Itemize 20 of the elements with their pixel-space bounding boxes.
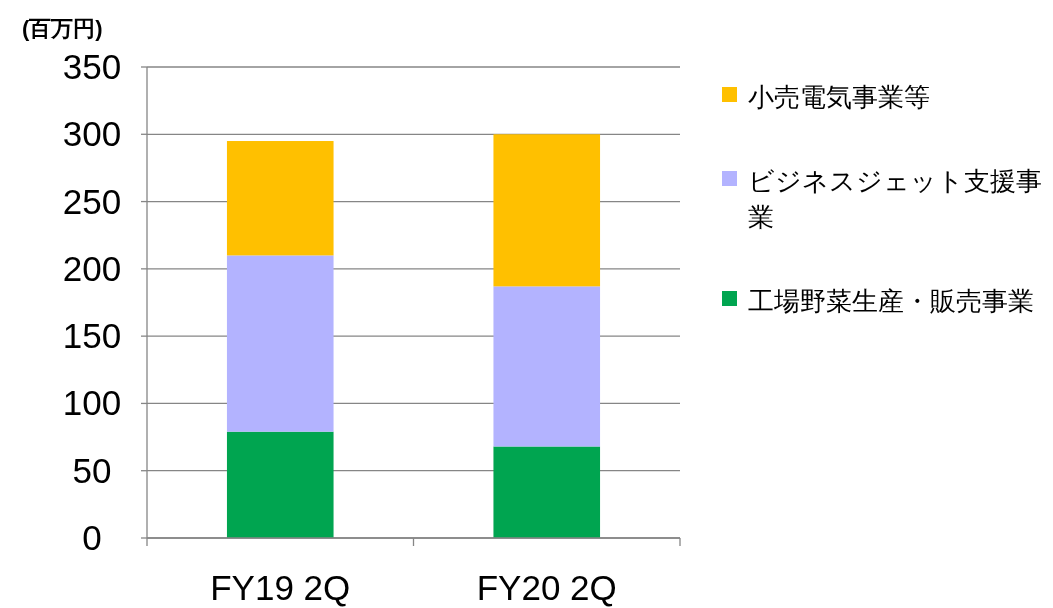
y-tick-label: 250 — [62, 181, 122, 221]
legend-label: 工場野菜生産・販売事業 — [748, 286, 1034, 316]
bar — [226, 141, 334, 256]
bar — [226, 255, 334, 432]
bar — [493, 286, 601, 447]
y-tick-label: 300 — [62, 114, 122, 154]
y-axis-title: (百万円) — [22, 16, 103, 41]
bar — [226, 431, 334, 538]
y-tick-label: 350 — [62, 47, 122, 86]
x-tick-label: FY20 2Q — [476, 568, 617, 607]
y-tick-label: 100 — [62, 383, 122, 423]
bar — [493, 446, 601, 538]
y-tick-label: 50 — [72, 450, 112, 490]
y-tick-label: 200 — [62, 248, 122, 288]
y-tick-label: 150 — [62, 316, 122, 356]
x-tick-label: FY19 2Q — [210, 568, 351, 607]
bar — [493, 134, 601, 287]
y-tick-label: 0 — [82, 518, 102, 557]
legend-label: 小売電気事業等 — [748, 82, 930, 112]
legend-label: ビジネスジェット支援事業 — [748, 166, 1042, 232]
